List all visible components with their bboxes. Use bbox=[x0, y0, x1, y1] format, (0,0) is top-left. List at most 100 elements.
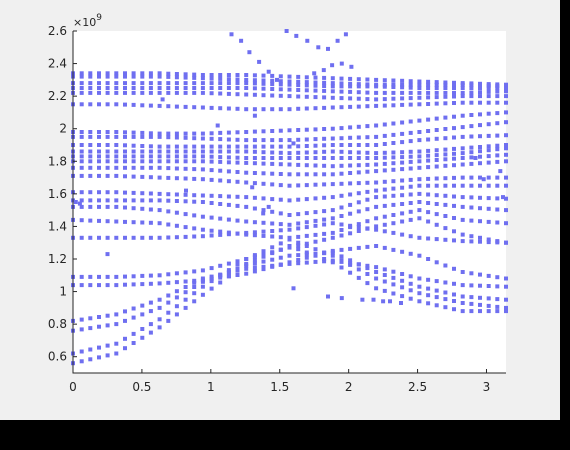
data-point bbox=[417, 177, 422, 182]
data-point bbox=[478, 100, 482, 105]
data-point bbox=[322, 143, 327, 148]
data-point bbox=[97, 130, 101, 134]
data-point bbox=[192, 278, 197, 283]
data-point bbox=[157, 208, 162, 213]
data-point bbox=[504, 240, 508, 245]
data-point bbox=[504, 89, 508, 94]
data-point bbox=[209, 105, 214, 110]
data-point bbox=[79, 204, 84, 209]
data-point bbox=[356, 275, 361, 280]
data-point bbox=[200, 234, 205, 239]
data-point bbox=[114, 130, 119, 134]
data-point bbox=[460, 156, 465, 160]
data-point bbox=[166, 198, 171, 203]
data-point bbox=[235, 194, 240, 199]
data-point bbox=[400, 178, 405, 183]
data-point bbox=[417, 82, 422, 87]
data-point bbox=[218, 229, 223, 234]
data-point bbox=[278, 262, 283, 267]
data-point bbox=[443, 90, 448, 95]
data-point bbox=[123, 205, 127, 210]
data-point bbox=[97, 235, 101, 240]
data-point bbox=[235, 77, 240, 82]
data-point bbox=[486, 237, 491, 242]
data-point bbox=[200, 81, 205, 86]
data-point bbox=[97, 190, 101, 195]
data-point bbox=[131, 274, 136, 279]
data-point bbox=[495, 147, 500, 152]
data-point bbox=[391, 282, 396, 287]
data-point bbox=[97, 324, 101, 329]
data-point bbox=[148, 322, 153, 327]
data-point bbox=[294, 33, 299, 38]
data-point bbox=[495, 275, 500, 280]
data-point bbox=[335, 38, 340, 43]
data-point bbox=[183, 279, 188, 284]
data-point bbox=[218, 149, 223, 154]
data-point bbox=[417, 154, 422, 159]
data-point bbox=[200, 73, 205, 77]
data-point bbox=[495, 183, 500, 188]
data-point bbox=[131, 71, 136, 76]
data-point bbox=[244, 195, 249, 200]
data-point bbox=[382, 187, 387, 192]
data-point bbox=[322, 195, 327, 200]
data-point bbox=[400, 120, 405, 125]
data-point bbox=[183, 199, 188, 204]
data-point bbox=[374, 151, 379, 156]
data-point bbox=[469, 100, 474, 105]
data-point bbox=[443, 147, 448, 152]
data-point bbox=[426, 183, 431, 188]
data-point bbox=[209, 286, 214, 291]
data-point bbox=[287, 156, 292, 160]
data-point bbox=[452, 156, 456, 161]
data-point bbox=[97, 173, 101, 178]
data-point bbox=[469, 175, 474, 180]
data-point bbox=[495, 309, 500, 314]
data-point bbox=[417, 276, 422, 281]
data-point bbox=[261, 81, 266, 86]
data-point bbox=[229, 32, 234, 37]
data-point bbox=[348, 96, 353, 101]
data-point bbox=[313, 239, 318, 244]
data-point bbox=[192, 213, 197, 218]
data-point bbox=[252, 113, 257, 118]
data-point bbox=[460, 151, 465, 156]
data-point bbox=[313, 150, 318, 155]
data-point bbox=[278, 241, 283, 246]
data-point bbox=[382, 179, 387, 184]
data-point bbox=[192, 159, 197, 164]
data-point bbox=[157, 131, 162, 136]
data-point bbox=[218, 86, 223, 90]
data-point bbox=[408, 201, 413, 205]
data-point bbox=[443, 290, 448, 295]
data-point bbox=[157, 297, 162, 302]
data-point bbox=[382, 214, 387, 219]
data-point bbox=[105, 90, 110, 95]
data-point bbox=[495, 94, 500, 99]
data-point bbox=[452, 307, 456, 312]
data-point bbox=[313, 253, 318, 258]
data-point bbox=[209, 149, 214, 154]
data-point bbox=[235, 130, 240, 135]
data-point bbox=[88, 134, 93, 139]
data-point bbox=[123, 346, 127, 351]
data-point bbox=[209, 201, 214, 205]
data-point bbox=[278, 79, 283, 84]
data-point bbox=[105, 149, 110, 154]
data-point bbox=[278, 235, 283, 240]
data-point bbox=[408, 281, 413, 286]
data-point bbox=[261, 138, 266, 143]
data-point bbox=[339, 265, 344, 270]
data-point bbox=[287, 183, 292, 188]
data-point bbox=[408, 166, 413, 171]
data-point bbox=[460, 270, 465, 274]
data-point bbox=[166, 166, 171, 171]
data-point bbox=[495, 153, 500, 158]
data-point bbox=[322, 209, 327, 214]
data-point bbox=[105, 130, 110, 134]
data-point bbox=[97, 86, 101, 90]
data-point bbox=[469, 295, 474, 300]
data-point bbox=[365, 135, 370, 140]
data-point bbox=[296, 79, 301, 84]
